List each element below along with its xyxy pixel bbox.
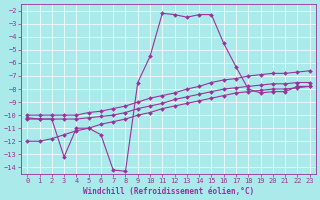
X-axis label: Windchill (Refroidissement éolien,°C): Windchill (Refroidissement éolien,°C)	[83, 187, 254, 196]
